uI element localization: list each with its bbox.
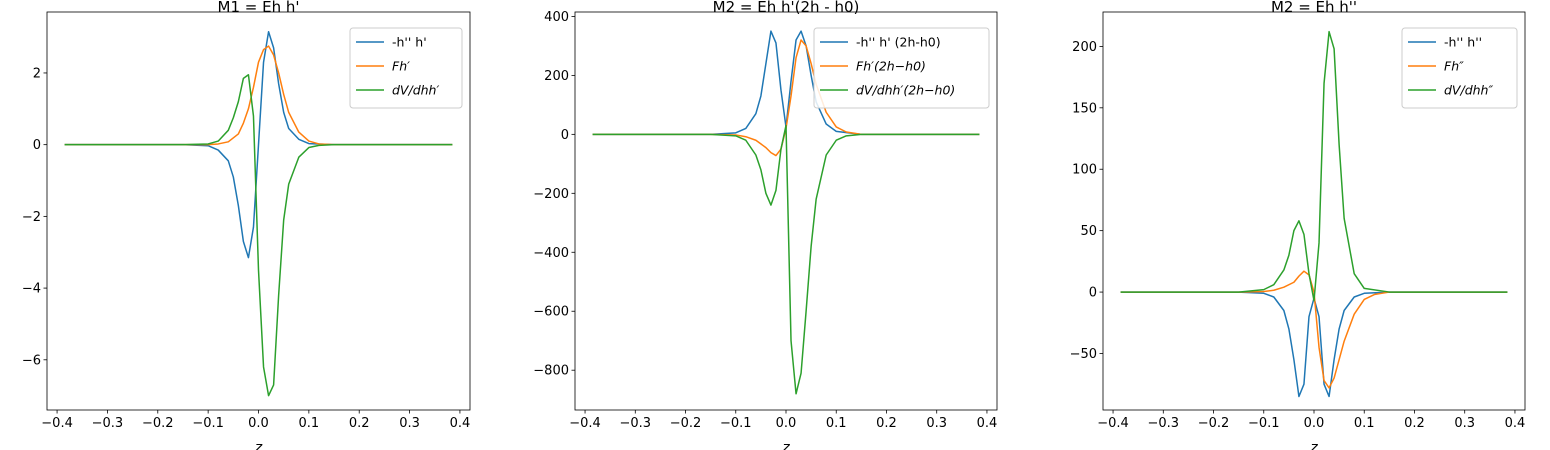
series-line [64, 30, 453, 259]
x-axis-label: z [254, 440, 263, 450]
x-tick-label: 0.3 [399, 416, 420, 431]
series-line [64, 74, 453, 397]
x-tick-label: 0.4 [977, 416, 998, 431]
x-tick-label: −0.3 [92, 416, 124, 431]
legend: -h'' h'' Fh″ dV/dhh″ [1401, 27, 1518, 109]
y-tick-label: −400 [533, 246, 569, 261]
x-tick-label: −0.1 [720, 416, 752, 431]
x-tick-label: 0.4 [1505, 416, 1526, 431]
x-tick-label: 0.1 [826, 416, 847, 431]
chart-1: −0.4 −0.3 −0.2 −0.1 0.0 0.1 0.2 0.3 0.4 2 0 −2 −4 −6 M… [22, 0, 471, 450]
legend-label: dV/dhh″ [1444, 83, 1493, 98]
legend: -h'' h' Fh′ dV/dhh′ [349, 27, 463, 109]
chart-2: −0.4 −0.3 −0.2 −0.1 0.0 0.1 0.2 0.3 0.4 400 200 0 −2… [533, 0, 998, 450]
chart-3: −0.4 −0.3 −0.2 −0.1 0.0 0.1 0.2 0.3 0.4 200 150 100… [1070, 0, 1526, 450]
series-line [1120, 30, 1508, 302]
x-tick-label: 0.2 [349, 416, 370, 431]
x-tick-label: −0.2 [670, 416, 702, 431]
chart-title: M2 = Eh h'(2h - h0) [713, 0, 860, 16]
legend-label: Fh′ [392, 59, 410, 74]
x-tick-label: 0.0 [1304, 416, 1325, 431]
chart-title: M2 = Eh h'' [1271, 0, 1357, 16]
legend-label: Fh″ [1444, 59, 1464, 74]
y-tick-label: −200 [533, 187, 569, 202]
y-tick-label: 0 [1089, 286, 1097, 301]
y-tick-label: 200 [1072, 40, 1097, 55]
y-tick-label: 200 [544, 69, 569, 84]
y-tick-label: −50 [1070, 347, 1097, 362]
series-line [592, 124, 980, 395]
x-tick-label: 0.1 [1354, 416, 1375, 431]
legend-label: Fh′(2h−h0) [856, 59, 926, 74]
y-tick-label: 0 [561, 128, 569, 143]
series-line [592, 39, 980, 157]
y-tick-label: 2 [33, 66, 41, 81]
x-tick-label: −0.4 [41, 416, 73, 431]
y-tick-label: 50 [1080, 224, 1097, 239]
x-tick-label: 0.3 [926, 416, 947, 431]
x-tick-label: −0.3 [619, 416, 651, 431]
x-tick-label: −0.3 [1147, 416, 1179, 431]
x-axis-label: z [781, 440, 790, 450]
y-tick-label: −2 [22, 210, 41, 225]
y-tick-label: 100 [1072, 163, 1097, 178]
x-tick-label: −0.1 [1248, 416, 1280, 431]
x-tick-label: −0.4 [1097, 416, 1129, 431]
series-line [64, 45, 453, 146]
series-line [1120, 291, 1508, 398]
legend-box [1401, 27, 1518, 109]
x-tick-label: 0.2 [1404, 416, 1425, 431]
series-line [1120, 270, 1508, 389]
legend: -h'' h' (2h-h0) Fh′(2h−h0) dV/dhh′(2h−h0) [813, 27, 990, 109]
x-tick-label: −0.2 [1198, 416, 1230, 431]
legend-label: dV/dhh′(2h−h0) [856, 83, 955, 98]
y-tick-label: −600 [533, 305, 569, 320]
y-tick-label: 0 [33, 138, 41, 153]
x-tick-label: −0.2 [142, 416, 174, 431]
x-tick-label: 0.1 [299, 416, 320, 431]
legend-label: -h'' h' (2h-h0) [856, 35, 941, 50]
x-tick-label: 0.0 [248, 416, 269, 431]
legend-label: -h'' h'' [1444, 35, 1482, 50]
y-tick-label: −4 [22, 282, 41, 297]
y-tick-label: −800 [533, 364, 569, 379]
chart-title: M1 = Eh h' [218, 0, 300, 16]
x-axis-label: z [1309, 440, 1318, 450]
legend-box [349, 27, 463, 109]
x-tick-label: −0.4 [569, 416, 601, 431]
y-tick-label: 150 [1072, 101, 1097, 116]
x-tick-label: 0.4 [450, 416, 471, 431]
y-tick-label: −6 [22, 353, 41, 368]
x-tick-label: −0.1 [192, 416, 224, 431]
y-tick-label: 400 [544, 10, 569, 25]
legend-label: -h'' h' [392, 35, 427, 50]
legend-box [813, 27, 990, 109]
legend-label: dV/dhh′ [392, 83, 439, 98]
x-tick-label: 0.0 [776, 416, 797, 431]
x-tick-label: 0.2 [876, 416, 897, 431]
x-tick-label: 0.3 [1454, 416, 1475, 431]
